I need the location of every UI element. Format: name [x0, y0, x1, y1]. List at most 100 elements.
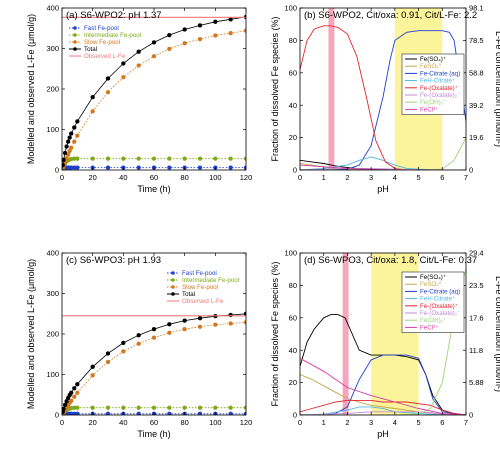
x-tick-label: 80	[180, 418, 188, 427]
x-tick-label: 0	[298, 418, 302, 427]
y-tick-label: 100	[284, 249, 297, 258]
x-tick-label: 0	[60, 418, 64, 427]
data-point	[151, 54, 157, 59]
data-point	[213, 19, 218, 24]
legend-item: Total	[69, 46, 97, 53]
legend-label: Fe-Citrate (aq)	[420, 70, 460, 77]
y-tick-label: 20	[289, 378, 297, 387]
x-tick-label: 6	[440, 173, 444, 182]
data-point	[136, 411, 141, 415]
y-tick-label: 400	[46, 4, 59, 13]
legend-label: FeH-Citrate⁺	[420, 78, 455, 85]
data-point	[90, 94, 95, 100]
legend-label: FeH-Citrate⁺	[420, 296, 455, 303]
legend-item: Intermediate Fe-pool	[69, 32, 141, 39]
right-axis-tick-label: 0	[469, 411, 473, 420]
data-point	[136, 165, 141, 170]
data-point	[75, 390, 80, 395]
series-line	[300, 164, 466, 170]
legend-box	[401, 271, 465, 333]
data-point	[105, 156, 111, 161]
x-tick-label: 60	[150, 418, 158, 427]
x-tick-label: 20	[88, 418, 96, 427]
plot-area	[62, 311, 246, 415]
y-tick-label: 80	[289, 281, 297, 290]
legend-label: Fe(OH)₂⁺	[420, 99, 446, 106]
data-point	[69, 398, 74, 403]
series-line	[300, 357, 466, 415]
y-tick-label: 0	[55, 166, 59, 175]
legend-item: Slow Fe-pool	[167, 284, 218, 291]
data-point	[213, 33, 218, 38]
x-tick-label: 100	[209, 418, 222, 427]
data-point	[105, 411, 111, 415]
data-point	[151, 156, 157, 161]
data-point	[197, 37, 203, 42]
data-point	[136, 156, 141, 161]
legend-item: FeH-Citrate⁺	[405, 296, 455, 303]
data-point	[64, 144, 69, 149]
data-point	[182, 27, 187, 32]
x-tick-label: 5	[416, 418, 420, 427]
data-point	[75, 165, 80, 170]
y-tick-label: 80	[289, 36, 297, 45]
legend-label: FeSO₄⁰	[420, 281, 442, 288]
y-tick-label: 100	[46, 370, 59, 379]
legend-item: Slow Fe-pool	[69, 39, 120, 46]
data-point	[228, 30, 233, 36]
data-point	[72, 139, 77, 144]
legend-label: Fe(SO₄)⁺	[420, 274, 446, 281]
data-point	[136, 405, 141, 410]
data-point	[182, 318, 187, 323]
x-axis-title: pH	[377, 429, 389, 439]
x-tick-label: 120	[240, 418, 253, 427]
y-axis-title: Modelled and observed L-Fe (μmol/g)	[26, 14, 36, 164]
legend-item: FeSO₄⁰	[405, 281, 442, 288]
legend-item: FeH-Citrate⁺	[405, 78, 455, 85]
x-tick-label: 1	[322, 173, 326, 182]
data-point	[75, 411, 80, 415]
legend-item: FeCl²⁺	[405, 324, 438, 331]
y-tick-label: 300	[46, 289, 59, 298]
right-axis-tick-label: 17.6	[469, 313, 484, 322]
legend-box	[401, 53, 465, 115]
data-point	[243, 311, 246, 316]
y-tick-label: 60	[289, 313, 297, 322]
data-point	[151, 405, 157, 410]
legend-label: FeSO₄⁰	[420, 63, 442, 70]
data-point	[167, 322, 172, 327]
data-point	[65, 139, 71, 144]
plot-frame	[299, 252, 467, 416]
data-point	[90, 405, 95, 410]
legend-item: Fe(SO₄)⁺	[405, 56, 446, 63]
series-line	[300, 167, 466, 170]
data-point	[213, 322, 218, 327]
x-tick-label: 4	[393, 173, 397, 182]
data-point	[167, 330, 172, 335]
data-point	[105, 90, 111, 95]
y-axis-title: Fraction of dissolved Fe species (%)	[270, 16, 280, 161]
legend-label: Slow Fe-pool	[84, 39, 120, 46]
data-point	[75, 156, 80, 161]
legend-item: Fe-(Oxalate)⁺	[405, 303, 458, 310]
data-point	[90, 109, 95, 114]
data-point	[62, 157, 66, 163]
data-point	[121, 340, 126, 346]
data-point	[228, 405, 233, 410]
y-tick-label: 100	[46, 125, 59, 134]
data-point	[72, 386, 77, 391]
data-point	[136, 63, 141, 68]
legend-item: Observed L-Fe	[69, 53, 126, 60]
legend-label: FeCl²⁺	[420, 324, 438, 331]
legend-label: Fast Fe-pool	[84, 25, 119, 32]
data-point	[75, 405, 80, 410]
y-tick-label: 0	[55, 411, 59, 420]
data-point	[105, 165, 111, 170]
data-point	[67, 135, 72, 140]
data-point	[62, 406, 66, 412]
legend-marker	[73, 33, 77, 37]
data-point	[121, 349, 126, 354]
